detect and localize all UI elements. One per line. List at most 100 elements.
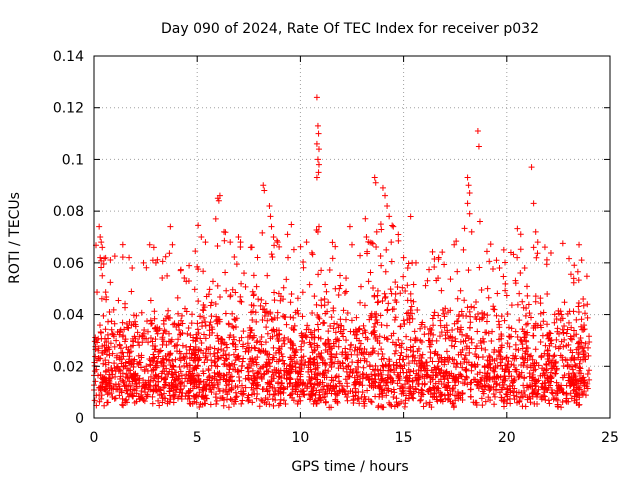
data-point bbox=[418, 390, 425, 397]
data-point bbox=[386, 358, 393, 365]
data-point bbox=[145, 339, 152, 346]
data-point bbox=[423, 400, 430, 407]
data-point bbox=[102, 347, 109, 354]
data-point bbox=[315, 271, 322, 278]
data-point bbox=[523, 384, 530, 391]
data-point bbox=[385, 300, 392, 307]
data-point bbox=[227, 395, 234, 402]
data-point bbox=[267, 335, 274, 342]
data-point bbox=[378, 262, 385, 269]
data-point bbox=[472, 314, 479, 321]
data-point bbox=[476, 264, 483, 271]
data-point bbox=[271, 289, 278, 296]
data-point bbox=[240, 341, 247, 348]
data-point bbox=[328, 377, 335, 384]
data-point bbox=[427, 354, 434, 361]
data-point bbox=[270, 391, 277, 398]
data-point bbox=[198, 340, 205, 346]
data-point bbox=[126, 378, 133, 385]
data-point bbox=[282, 314, 289, 321]
data-point bbox=[586, 333, 593, 340]
data-point bbox=[339, 359, 346, 366]
data-point bbox=[96, 322, 103, 329]
data-point bbox=[500, 273, 507, 280]
data-point bbox=[322, 339, 329, 346]
data-point bbox=[264, 272, 271, 279]
data-point bbox=[315, 395, 322, 402]
data-point bbox=[574, 268, 581, 275]
data-point bbox=[294, 295, 301, 302]
data-point bbox=[585, 352, 592, 359]
data-point bbox=[567, 271, 574, 278]
data-point bbox=[111, 320, 118, 327]
data-point bbox=[154, 362, 161, 369]
data-point bbox=[507, 249, 514, 256]
data-point bbox=[297, 243, 304, 250]
data-point bbox=[242, 375, 249, 382]
data-point bbox=[497, 359, 504, 366]
data-point bbox=[123, 371, 130, 378]
data-point bbox=[249, 399, 256, 406]
data-point bbox=[297, 376, 304, 383]
data-point bbox=[161, 390, 168, 397]
data-point bbox=[313, 94, 320, 101]
data-point bbox=[411, 328, 418, 335]
data-point bbox=[261, 187, 268, 194]
data-point bbox=[345, 390, 352, 397]
data-point bbox=[544, 374, 551, 381]
data-point bbox=[314, 382, 321, 389]
data-point bbox=[402, 288, 409, 295]
data-point bbox=[245, 372, 252, 379]
data-point bbox=[277, 297, 284, 304]
data-point bbox=[110, 306, 117, 313]
data-point bbox=[445, 309, 452, 316]
data-point bbox=[246, 333, 253, 340]
data-point bbox=[211, 359, 218, 366]
data-point bbox=[442, 332, 449, 339]
data-point bbox=[155, 383, 162, 390]
data-point bbox=[405, 309, 412, 316]
data-point bbox=[434, 351, 441, 358]
data-point bbox=[120, 379, 127, 386]
data-point bbox=[516, 373, 523, 380]
data-point bbox=[161, 327, 168, 334]
y-tick-label: 0.12 bbox=[53, 101, 84, 117]
data-point bbox=[165, 382, 172, 389]
data-point bbox=[508, 325, 515, 332]
data-point bbox=[118, 360, 125, 367]
data-point bbox=[275, 379, 282, 386]
data-point bbox=[335, 343, 342, 350]
data-point bbox=[504, 396, 511, 403]
data-point bbox=[289, 383, 296, 390]
data-point bbox=[384, 202, 391, 209]
data-point bbox=[194, 372, 201, 379]
data-point bbox=[266, 380, 273, 387]
data-point bbox=[337, 316, 344, 323]
data-point bbox=[124, 324, 131, 331]
data-point bbox=[147, 373, 154, 380]
data-point bbox=[232, 343, 239, 350]
data-point bbox=[106, 389, 113, 396]
data-point bbox=[571, 376, 578, 383]
data-point bbox=[524, 345, 531, 352]
data-point bbox=[197, 335, 204, 342]
data-point bbox=[495, 318, 502, 325]
data-point bbox=[104, 391, 111, 398]
data-point bbox=[373, 244, 380, 251]
data-point bbox=[269, 254, 276, 260]
data-point bbox=[537, 295, 544, 302]
data-point bbox=[103, 351, 110, 358]
data-point bbox=[205, 367, 212, 374]
data-point bbox=[194, 320, 201, 327]
data-point bbox=[253, 318, 260, 325]
data-point bbox=[126, 254, 133, 261]
data-point bbox=[340, 333, 347, 340]
data-point bbox=[468, 379, 475, 386]
data-point bbox=[393, 299, 400, 306]
data-point bbox=[118, 345, 124, 352]
data-point bbox=[508, 377, 515, 384]
data-point bbox=[133, 312, 140, 319]
data-point bbox=[580, 302, 587, 309]
data-point bbox=[508, 302, 515, 309]
data-point bbox=[240, 355, 247, 362]
